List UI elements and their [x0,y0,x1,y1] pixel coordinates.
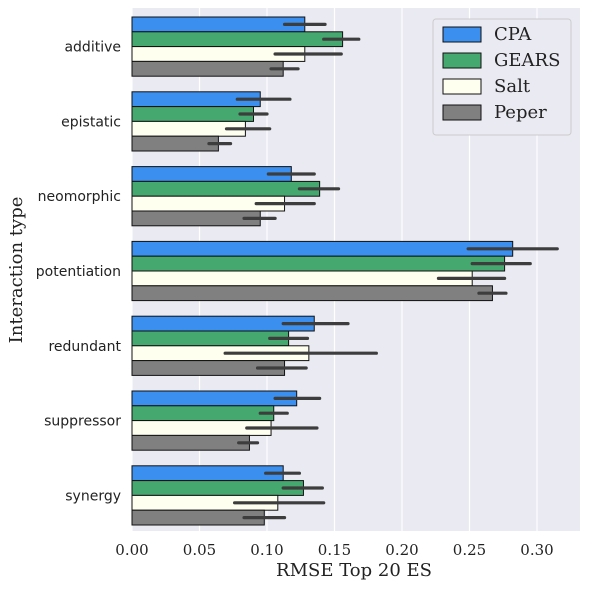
legend-label: Salt [494,76,531,97]
error-bars [207,22,559,520]
bars [131,16,514,526]
legend-swatch [442,26,482,43]
y-tick-label: suppressor [44,414,121,430]
bar [131,330,290,347]
x-tick-label: 0.15 [318,541,351,559]
x-tick-label: 0.30 [520,541,553,559]
bar [131,240,514,257]
y-axis-title: Interaction type [6,197,27,344]
bar [131,285,493,302]
y-tick-label: additive [64,40,121,56]
legend-label: Peper [494,102,547,123]
bar [131,390,298,407]
y-tick-label: synergy [65,488,121,504]
y-tick-label: redundant [48,339,121,355]
bar [131,255,506,272]
legend-swatch [442,52,482,69]
bar [131,60,284,77]
legend: CPA GEARS Salt Peper [432,18,572,136]
x-axis-title: RMSE Top 20 ES [276,560,432,581]
legend-label: GEARS [494,50,560,71]
bar [131,465,284,482]
y-tick-label: neomorphic [38,189,121,205]
x-tick-label: 0.05 [183,541,216,559]
x-tick-label: 0.00 [115,541,148,559]
x-tick-label: 0.10 [250,541,283,559]
y-tick-label: potentiation [36,264,121,280]
y-tick-labels: additive epistatic neomorphic potentiation r… [36,40,122,505]
bar [131,210,261,227]
x-tick-label: 0.25 [453,541,486,559]
legend-swatch [442,78,482,95]
bar [131,31,344,48]
bar [131,480,304,496]
bar [131,270,473,287]
legend-label: CPA [494,24,532,45]
bar [131,16,306,33]
bar [131,180,321,197]
bar [131,405,275,422]
bar [131,106,254,122]
bar [131,135,219,152]
bar [131,434,250,451]
x-tick-label: 0.20 [385,541,418,559]
legend-swatch [442,104,482,121]
x-tick-labels: 0.00 0.05 0.10 0.15 0.20 0.25 0.30 [115,541,553,559]
y-tick-label: epistatic [61,114,121,130]
